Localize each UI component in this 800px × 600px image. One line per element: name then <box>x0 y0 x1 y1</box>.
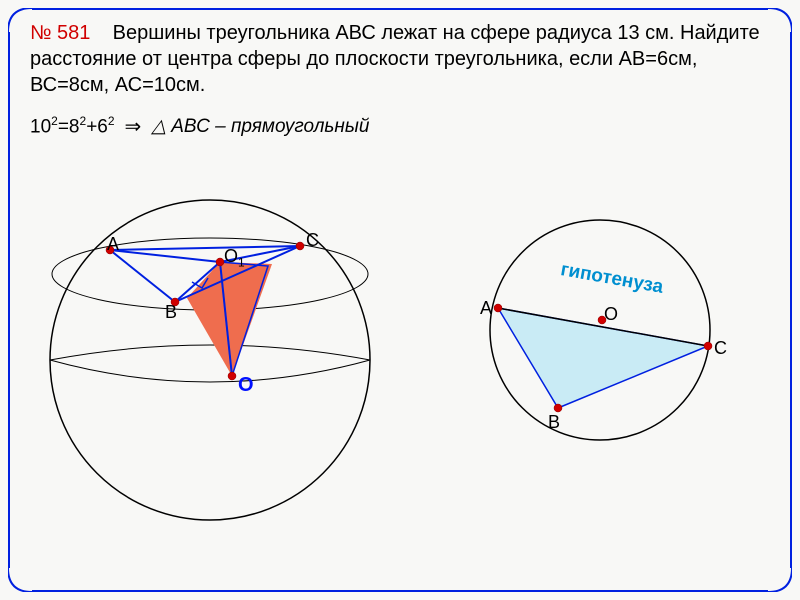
label-O-left: O <box>238 374 254 397</box>
problem-number: № 581 <box>30 22 90 44</box>
conclusion: △ АВС – прямоугольный <box>151 115 369 140</box>
diagrams-svg <box>0 190 800 590</box>
label-A-left: A <box>107 234 119 255</box>
label-O-right: O <box>604 304 618 325</box>
diagram-area: A C B O1 O A B C O гипотенуза <box>0 190 800 590</box>
label-C-right: C <box>714 338 727 359</box>
label-B-left: B <box>165 302 177 323</box>
implies-arrow: ⇒ <box>125 114 142 140</box>
corner-tr <box>768 8 792 32</box>
problem-statement: № 581 Вершины треугольника АВС лежат на … <box>30 20 770 98</box>
text-content: № 581 Вершины треугольника АВС лежат на … <box>30 20 770 140</box>
problem-text: Вершины треугольника АВС лежат на сфере … <box>30 22 760 96</box>
label-B-right: B <box>548 412 560 433</box>
corner-tl <box>8 8 32 32</box>
label-A-right: A <box>480 298 492 319</box>
label-C-left: C <box>306 230 319 251</box>
equation-line: 102=82+62 ⇒ △ АВС – прямоугольный <box>30 114 770 140</box>
label-O1-left: O1 <box>224 246 245 270</box>
